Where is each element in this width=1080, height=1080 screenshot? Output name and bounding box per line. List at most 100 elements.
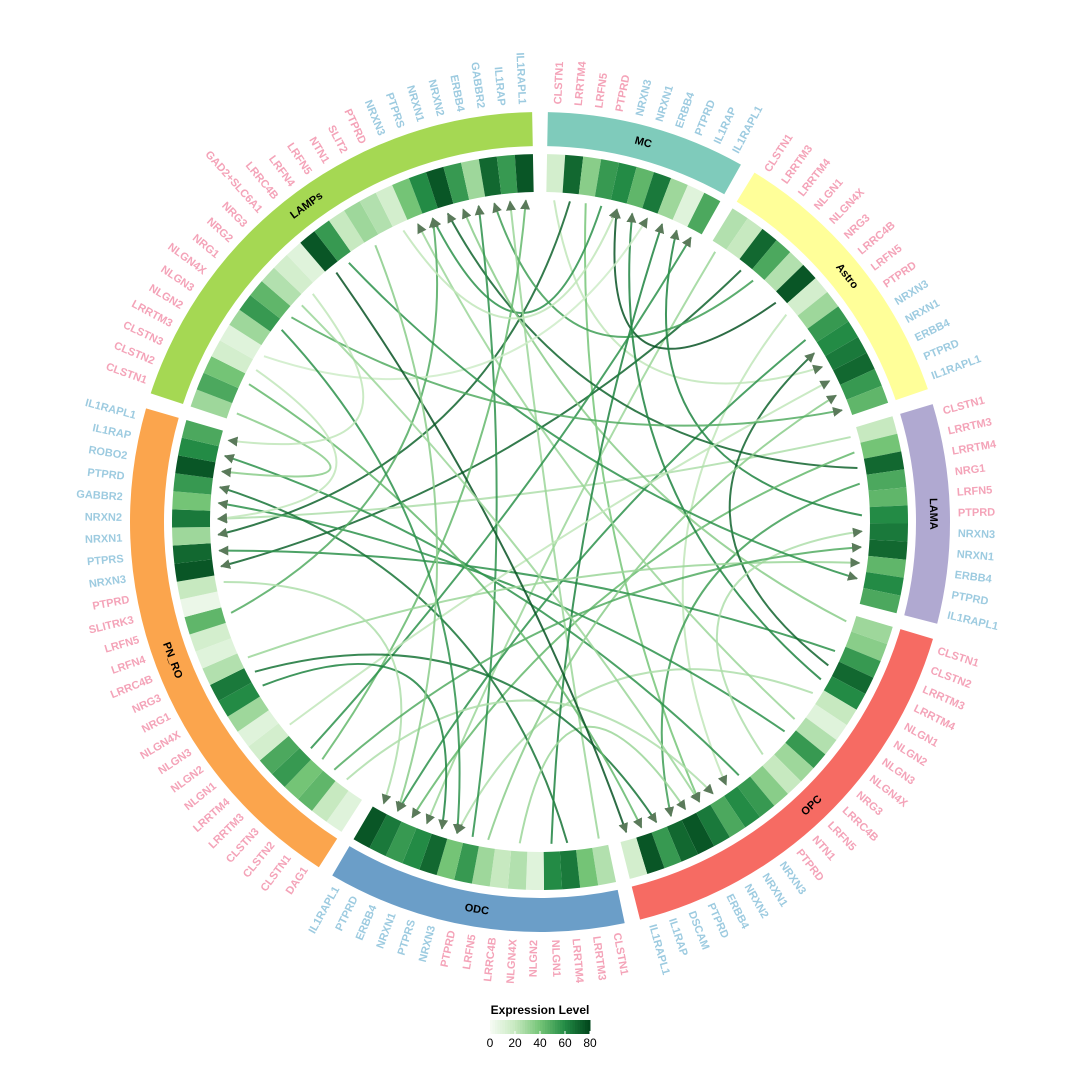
heat-cell xyxy=(859,587,901,614)
heat-cell xyxy=(776,264,816,304)
heat-cell xyxy=(831,661,874,694)
heat-cell xyxy=(176,575,218,600)
gene-label: NRXN3 xyxy=(362,98,387,137)
link xyxy=(425,251,717,825)
gene-label: LRRTM3 xyxy=(947,416,993,437)
link xyxy=(374,244,439,812)
heat-cell xyxy=(359,192,393,235)
gene-label: CLSTN2 xyxy=(112,340,156,367)
gene-label: PTPRD xyxy=(92,594,131,613)
heat-cell xyxy=(180,591,222,618)
heat-cell xyxy=(762,754,802,794)
gene-label: ERBB4 xyxy=(674,90,698,130)
heat-cell xyxy=(211,340,254,374)
link xyxy=(217,436,851,524)
heat-cell xyxy=(651,826,682,869)
gene-label: PTPRD xyxy=(922,337,961,363)
colorbar-step xyxy=(542,1020,546,1034)
heat-cell xyxy=(300,231,338,272)
gene-label: PTPRS xyxy=(396,918,419,957)
gene-label: PTPRD xyxy=(87,467,125,483)
link xyxy=(681,313,788,786)
heat-cell xyxy=(785,730,826,769)
gene-label: NRG3 xyxy=(130,692,163,716)
heat-cell xyxy=(546,154,566,193)
heat-cell xyxy=(863,571,904,596)
gene-label: LRRTM4 xyxy=(573,60,589,106)
heat-cell xyxy=(489,848,512,889)
heat-cell xyxy=(402,828,432,870)
heat-cell xyxy=(860,433,902,459)
gene-label: IL1RAPL1 xyxy=(513,52,527,104)
heat-cell xyxy=(284,759,323,800)
heat-cell xyxy=(248,723,289,761)
sector-band xyxy=(332,846,625,932)
link xyxy=(396,339,807,812)
heat-cell xyxy=(436,838,463,880)
heat-cell xyxy=(856,416,898,443)
colorbar-step xyxy=(580,1020,583,1034)
gene-label: SLIT2 xyxy=(325,123,350,155)
heat-cell xyxy=(724,786,761,828)
gene-label: IL1RAPL1 xyxy=(646,923,671,976)
heat-cell xyxy=(787,278,828,316)
sector-band xyxy=(631,629,933,920)
link xyxy=(289,380,831,726)
gene-label: DSCAM xyxy=(686,910,712,952)
link xyxy=(263,217,649,381)
heat-cell xyxy=(408,172,438,214)
heat-cell xyxy=(816,321,859,356)
heat-cell xyxy=(657,178,688,220)
gene-label: LRFN5 xyxy=(461,934,479,971)
colorbar-step xyxy=(540,1020,543,1034)
colorbar-step xyxy=(550,1020,553,1034)
heat-cell xyxy=(271,748,311,787)
gene-label: NRXN1 xyxy=(956,549,994,564)
gene-label: LRRC4B xyxy=(482,937,499,983)
gene-label: ERBB4 xyxy=(447,74,466,114)
heat-cell xyxy=(866,469,907,491)
heat-cell xyxy=(172,526,211,546)
colorbar-step xyxy=(555,1020,558,1034)
heat-cell xyxy=(218,682,260,717)
heat-cell xyxy=(250,281,291,319)
link xyxy=(220,269,742,569)
gene-label: PTPRD xyxy=(950,589,989,607)
colorbar-step xyxy=(517,1020,521,1034)
gene-label: PTPRD xyxy=(614,74,633,113)
gene-label: IL1RAP xyxy=(492,66,508,106)
heat-cell xyxy=(425,166,454,209)
heat-cell xyxy=(328,210,365,252)
heat-cell xyxy=(514,154,534,193)
heat-cell xyxy=(172,491,212,511)
heat-cell xyxy=(807,306,849,343)
gene-label: NRXN3 xyxy=(958,528,996,541)
heat-cell xyxy=(314,220,351,262)
link xyxy=(715,527,863,756)
heat-cell xyxy=(825,336,867,371)
colorbar-step xyxy=(565,1020,568,1034)
heat-cell xyxy=(286,242,326,283)
link xyxy=(247,557,861,659)
heat-cell xyxy=(178,437,219,463)
heat-cell xyxy=(610,162,637,204)
colorbar-step xyxy=(582,1020,586,1034)
heat-cell xyxy=(227,696,269,732)
heat-cell xyxy=(189,622,232,652)
colorbar-step xyxy=(560,1020,563,1034)
heat-cell xyxy=(712,208,748,250)
heat-cell xyxy=(219,324,262,360)
sector-band xyxy=(736,172,928,401)
heat-cell xyxy=(838,646,881,678)
colorbar-step xyxy=(525,1020,528,1034)
heat-cell xyxy=(642,172,672,214)
gene-label: CLSTN1 xyxy=(552,61,566,104)
link xyxy=(217,201,571,538)
gene-label: NRXN1 xyxy=(654,84,676,123)
heat-cell xyxy=(840,369,882,400)
colorbar-step xyxy=(557,1020,561,1034)
heat-cell xyxy=(866,555,907,578)
heat-cell xyxy=(764,252,804,292)
colorbar-tick-label: 60 xyxy=(558,1036,572,1050)
heat-cell xyxy=(576,847,599,888)
